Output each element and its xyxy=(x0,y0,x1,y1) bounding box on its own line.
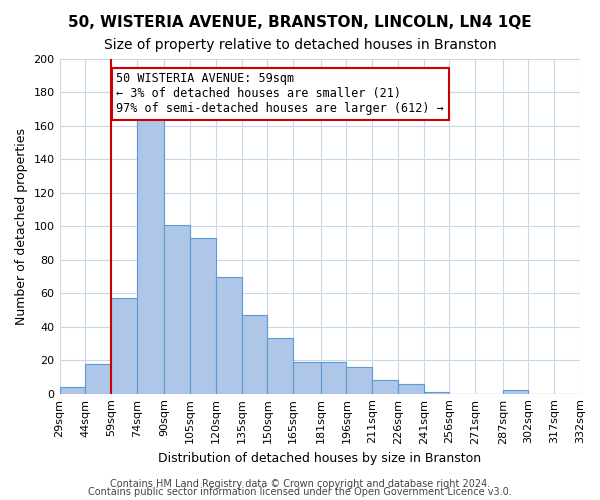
Bar xyxy=(137,118,164,394)
Bar xyxy=(424,392,449,394)
Bar xyxy=(59,387,85,394)
X-axis label: Distribution of detached houses by size in Branston: Distribution of detached houses by size … xyxy=(158,452,481,465)
Y-axis label: Number of detached properties: Number of detached properties xyxy=(15,128,28,325)
Bar xyxy=(293,362,320,394)
Bar xyxy=(242,315,268,394)
Text: 50 WISTERIA AVENUE: 59sqm
← 3% of detached houses are smaller (21)
97% of semi-d: 50 WISTERIA AVENUE: 59sqm ← 3% of detach… xyxy=(116,72,444,116)
Bar xyxy=(164,224,190,394)
Bar xyxy=(190,238,216,394)
Bar xyxy=(503,390,529,394)
Bar xyxy=(268,338,293,394)
Bar xyxy=(111,298,137,394)
Text: Size of property relative to detached houses in Branston: Size of property relative to detached ho… xyxy=(104,38,496,52)
Bar xyxy=(320,362,346,394)
Bar xyxy=(398,384,424,394)
Bar xyxy=(85,364,111,394)
Text: 50, WISTERIA AVENUE, BRANSTON, LINCOLN, LN4 1QE: 50, WISTERIA AVENUE, BRANSTON, LINCOLN, … xyxy=(68,15,532,30)
Text: Contains HM Land Registry data © Crown copyright and database right 2024.: Contains HM Land Registry data © Crown c… xyxy=(110,479,490,489)
Bar xyxy=(216,276,242,394)
Bar xyxy=(346,367,372,394)
Text: Contains public sector information licensed under the Open Government Licence v3: Contains public sector information licen… xyxy=(88,487,512,497)
Bar xyxy=(372,380,398,394)
